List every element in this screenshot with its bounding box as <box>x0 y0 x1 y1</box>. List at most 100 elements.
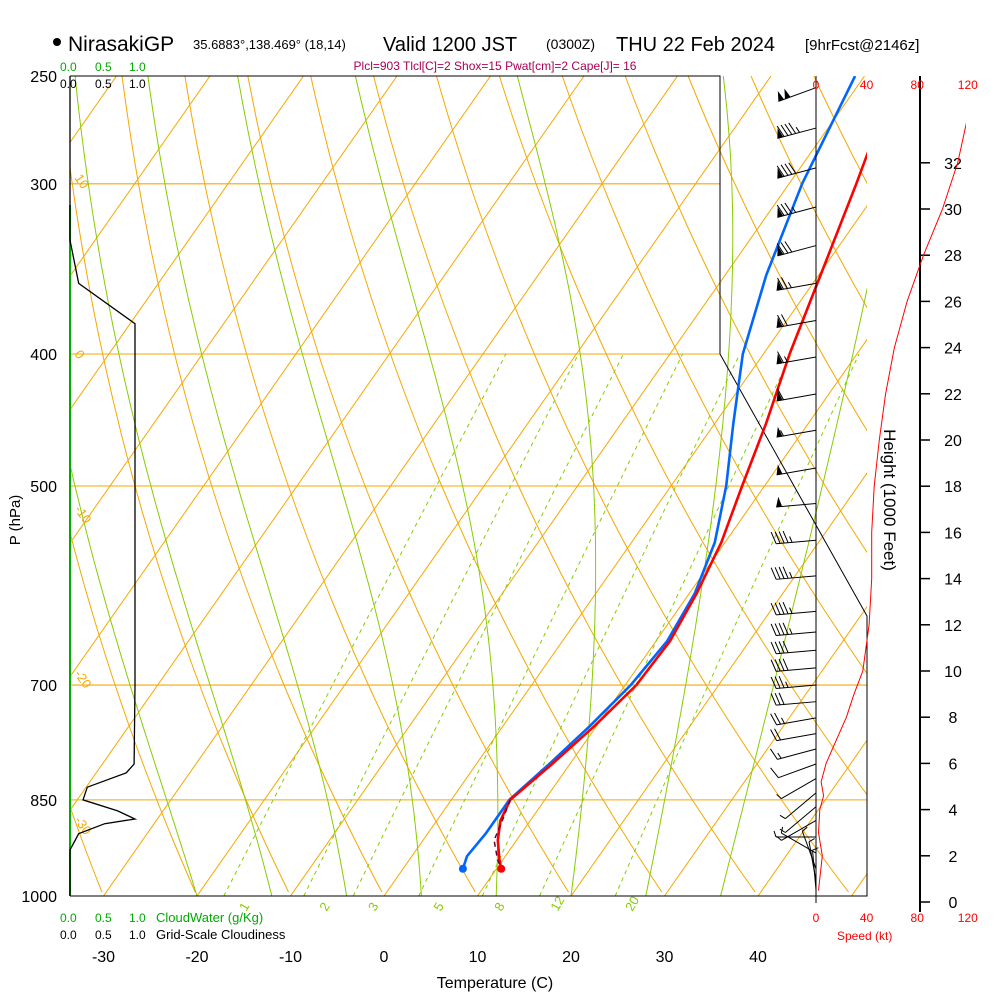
pressure-tick-label: 300 <box>30 177 57 194</box>
moist-adiabat-line <box>74 76 273 896</box>
height-tick-label: 26 <box>944 294 962 311</box>
axes: 0.0 0.5 1.00.0 0.5 1.00.0 0.5 1.00.0 0.5 1.02503… <box>21 60 767 966</box>
pressure-tick-label: 250 <box>30 69 57 86</box>
height-tick-label: 14 <box>944 572 962 589</box>
wind-barb-half-feather <box>789 571 793 579</box>
temperature-tick-label: 40 <box>749 949 767 966</box>
temperature-tick-label: -10 <box>279 949 302 966</box>
wind-barb-feather <box>770 729 778 741</box>
top-cloudwater-tick: 1.0 <box>129 60 146 74</box>
wind-barb-half-feather <box>779 814 786 820</box>
wind-barb-feather <box>774 602 781 615</box>
wind-barb-staff <box>777 245 817 257</box>
wind-barb <box>776 202 817 218</box>
site-coords: 35.6883°,138.469° (18,14) <box>193 37 346 52</box>
isotherm-line <box>70 76 211 277</box>
wind-barb-feather <box>774 693 781 706</box>
wind-barb-feather <box>782 530 789 543</box>
isotherm-line <box>757 739 867 896</box>
wind-barb-feather <box>778 641 785 654</box>
speed-profile <box>817 122 966 891</box>
wind-barb <box>770 601 817 616</box>
height-tick-label: 10 <box>944 664 962 681</box>
wind-barb-feather <box>770 567 777 580</box>
moist-adiabat-line <box>147 76 348 896</box>
wind-barb-half-feather <box>789 536 793 543</box>
temperature-tick-label: 0 <box>380 949 389 966</box>
height-tick-label: 16 <box>944 525 962 542</box>
dry-adiabat-line <box>70 163 289 893</box>
wind-barb-feather <box>782 658 789 671</box>
wind-barb-flag <box>776 496 783 507</box>
wind-barb-staff <box>776 649 817 655</box>
wind-barb-flag <box>784 88 791 100</box>
wind-barb-feather <box>780 277 788 289</box>
wind-barb-feather <box>774 676 781 689</box>
wind-barb-feather <box>778 602 785 615</box>
parcel-line <box>493 799 511 870</box>
temperature-tick-label: -30 <box>92 949 115 966</box>
wind-barb-feather <box>788 162 797 174</box>
wind-barb-feather <box>770 603 777 616</box>
wind-barb-feather <box>769 748 778 760</box>
y-axis-label: P (hPa) <box>7 495 24 546</box>
isotherm-line <box>477 338 867 896</box>
wind-barb-feather <box>782 601 789 614</box>
dry-adiabat-label: -30 <box>72 814 95 838</box>
wind-barb-feather <box>784 202 793 214</box>
dry-adiabat-line <box>813 76 867 185</box>
wind-barb-feather <box>784 241 793 253</box>
speed-axis-label: Speed (kt) <box>837 929 892 943</box>
wind-barb-feather <box>778 692 785 705</box>
wind-barb <box>776 314 817 328</box>
surface-temperature-marker <box>497 864 506 873</box>
wind-barb <box>769 748 817 760</box>
wind-barb-staff <box>776 733 817 742</box>
pressure-tick-label: 400 <box>30 347 57 364</box>
wind-barb <box>770 676 817 690</box>
wind-barb-staff <box>777 748 817 760</box>
wind-barb-half-feather <box>780 826 784 834</box>
wind-barb-half-feather <box>783 356 788 363</box>
wind-barb-feather <box>777 388 784 400</box>
wind-barb-feather <box>788 122 797 134</box>
wind-barb <box>776 241 817 257</box>
mixing-ratio-line <box>223 353 507 896</box>
background-lines: 100-10-20-300102030 <box>70 76 867 896</box>
dry-adiabat-line <box>184 76 476 893</box>
wind-barb <box>770 692 817 706</box>
cloudiness-label: Grid-Scale Cloudiness <box>156 927 286 942</box>
wind-barb <box>776 162 817 179</box>
dewpoint-line <box>461 76 857 870</box>
wind-barb-half-feather <box>789 628 793 635</box>
site-name: NirasakiGP <box>68 33 174 56</box>
wind-barb <box>770 566 817 580</box>
bottom-cloudwater-tick: 1.0 <box>129 911 146 925</box>
wind-barb-flag <box>776 426 783 438</box>
wind-barb <box>770 728 817 742</box>
wind-barb-feather <box>774 728 781 741</box>
wind-barb-half-feather <box>780 430 784 437</box>
wind-barb-staff <box>778 763 817 779</box>
valid-date: THU 22 Feb 2024 <box>616 34 775 56</box>
cloudiness-line <box>69 76 138 896</box>
wind-barb-half-feather <box>773 830 777 838</box>
wind-barb-half-feather <box>789 607 793 614</box>
wind-barb-staff <box>785 792 817 819</box>
moist-adiabat-line <box>720 287 867 896</box>
dry-adiabat-line <box>561 76 867 675</box>
wind-barb-feather <box>770 713 778 726</box>
top-cloudwater-tick: 0.5 <box>95 60 112 74</box>
height-tick-label: 24 <box>944 341 962 358</box>
wind-barb <box>770 658 817 672</box>
dry-adiabat-label: -10 <box>72 502 95 526</box>
isotherm-line <box>70 76 398 545</box>
isotherm-line <box>70 76 491 678</box>
height-tick-label: 22 <box>944 387 962 404</box>
height-tick-label: 4 <box>949 803 958 820</box>
wind-barb-feather <box>780 314 788 326</box>
wind-barb <box>812 847 819 891</box>
bottom-cloudiness-tick: 1.0 <box>129 928 146 942</box>
wind-barb-feather <box>770 641 777 654</box>
